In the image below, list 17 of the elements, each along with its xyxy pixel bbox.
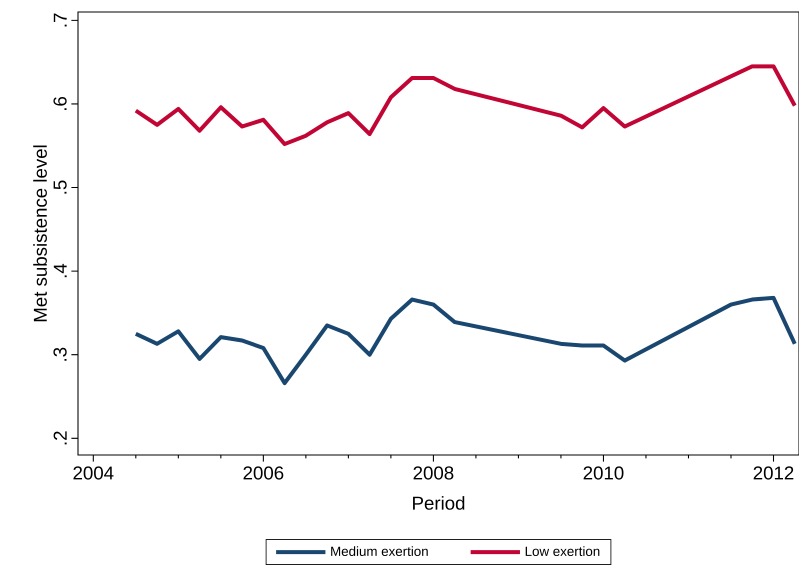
line-series: [134, 64, 797, 146]
y-tick-label: .7: [54, 14, 67, 26]
y-tick-label: .3: [53, 348, 67, 361]
x-axis-title: Period: [413, 496, 464, 510]
y-tick-label: .2: [54, 431, 67, 444]
x-tick-label: 2004: [73, 466, 114, 480]
x-tick-label: 2010: [584, 466, 624, 480]
x-tick-label: 2012: [754, 466, 794, 480]
y-tick-label: .4: [54, 264, 67, 278]
y-tick-label: .5: [54, 180, 67, 194]
x-tick-label: 2006: [244, 466, 284, 480]
legend-label: Low exertion: [526, 546, 600, 556]
y-axis-title: Met subsistence level: [33, 146, 47, 322]
y-tick-label: .6: [53, 96, 67, 110]
line-series: [134, 296, 797, 386]
x-tick-label: 2008: [414, 466, 454, 480]
legend-label: Medium exertion: [331, 546, 428, 556]
